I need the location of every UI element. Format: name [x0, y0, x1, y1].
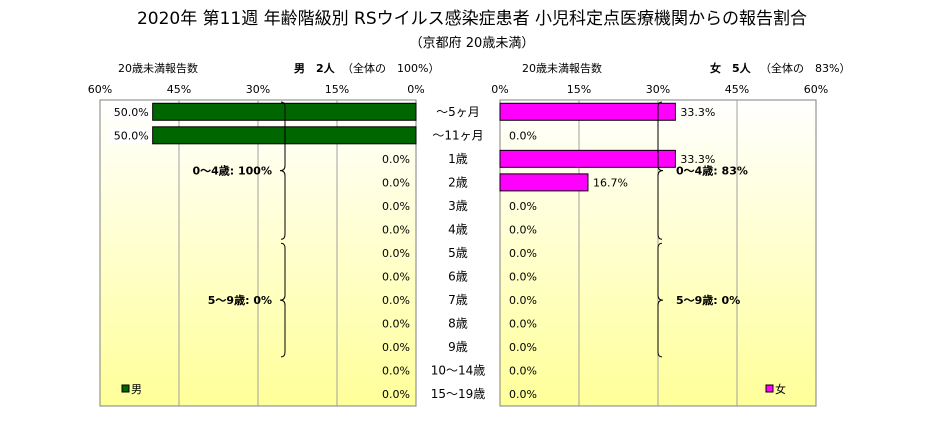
female-data-label: 33.3%: [680, 153, 715, 166]
category-label: 6歳: [448, 270, 468, 284]
category-label: ～5ヶ月: [436, 105, 480, 119]
male-legend-swatch: [121, 384, 130, 393]
male-header-share: （全体の 100%）: [342, 62, 440, 75]
male-data-label-bg: [108, 127, 151, 144]
female-data-label: 0.0%: [509, 388, 537, 401]
male-data-label: 0.0%: [382, 341, 410, 354]
female-x-tick: 60%: [803, 83, 829, 96]
male-bar: [152, 126, 417, 145]
category-label: 2歳: [448, 175, 468, 189]
female-group-label: 5～9歳: 0%: [676, 293, 740, 307]
female-group-label: 0～4歳: 83%: [676, 164, 748, 178]
male-group-label: 5～9歳: 0%: [208, 293, 272, 307]
category-label: 15～19歳: [431, 387, 486, 401]
male-data-label: 0.0%: [382, 271, 410, 284]
category-label: 10～14歳: [431, 364, 486, 378]
female-x-tick: 30%: [645, 83, 671, 96]
female-data-label: 33.3%: [680, 106, 715, 119]
male-data-label: 0.0%: [382, 176, 410, 189]
male-data-label: 0.0%: [382, 294, 410, 307]
female-x-tick: 15%: [566, 83, 592, 96]
female-data-label: 16.7%: [593, 176, 628, 189]
category-label: 9歳: [448, 340, 468, 354]
male-data-label: 0.0%: [382, 153, 410, 166]
male-x-tick: 0%: [407, 83, 425, 96]
female-bar: [499, 173, 589, 192]
female-legend-swatch: [765, 384, 774, 393]
female-header-total: 女 5人: [710, 62, 751, 75]
male-group-brace: [279, 101, 286, 240]
female-group-brace: [657, 101, 664, 240]
female-group-brace: [657, 242, 664, 358]
male-header-total: 男 2人: [294, 62, 335, 75]
male-group-label: 0～4歳: 100%: [192, 164, 272, 178]
male-x-tick: 15%: [324, 83, 350, 96]
female-data-label: 0.0%: [509, 365, 537, 378]
category-label: 3歳: [448, 199, 468, 213]
male-data-label: 0.0%: [382, 200, 410, 213]
male-data-label: 0.0%: [382, 223, 410, 236]
male-group-brace: [279, 242, 286, 358]
male-data-label: 50.0%: [114, 106, 149, 119]
female-data-label: 0.0%: [509, 341, 537, 354]
female-x-tick: 45%: [724, 83, 750, 96]
female-data-label: 0.0%: [509, 200, 537, 213]
female-header-share: （全体の 83%）: [760, 62, 851, 75]
male-bar: [152, 102, 417, 121]
female-data-label: 0.0%: [509, 294, 537, 307]
male-data-label: 50.0%: [114, 129, 149, 142]
female-data-label: 0.0%: [509, 129, 537, 142]
female-legend-label: 女: [775, 382, 786, 396]
male-data-label-bg: [108, 103, 151, 120]
male-data-label: 0.0%: [382, 365, 410, 378]
category-label: 4歳: [448, 222, 468, 236]
female-bar: [499, 102, 676, 121]
male-x-tick: 45%: [166, 83, 192, 96]
male-header-count-label: 20歳未満報告数: [118, 62, 198, 75]
male-x-tick: 60%: [87, 83, 113, 96]
female-bar: [499, 149, 676, 168]
male-data-label: 0.0%: [382, 247, 410, 260]
chart-subtitle: （京都府 20歳未満）: [409, 36, 535, 51]
male-data-label: 0.0%: [382, 318, 410, 331]
female-header-count-label: 20歳未満報告数: [522, 62, 602, 75]
female-data-label: 0.0%: [509, 271, 537, 284]
category-label: 7歳: [448, 293, 468, 307]
female-x-tick: 0%: [491, 83, 509, 96]
female-data-label: 0.0%: [509, 223, 537, 236]
category-label: 8歳: [448, 317, 468, 331]
category-label: ～11ヶ月: [432, 128, 483, 142]
category-label: 1歳: [448, 152, 468, 166]
female-data-label: 0.0%: [509, 247, 537, 260]
male-data-label: 0.0%: [382, 388, 410, 401]
male-legend-label: 男: [131, 383, 142, 396]
female-data-label: 0.0%: [509, 318, 537, 331]
chart-title: 2020年 第11週 年齢階級別 RSウイルス感染症患者 小児科定点医療機関から…: [136, 9, 808, 29]
category-label: 5歳: [448, 246, 468, 260]
male-x-tick: 30%: [245, 83, 271, 96]
